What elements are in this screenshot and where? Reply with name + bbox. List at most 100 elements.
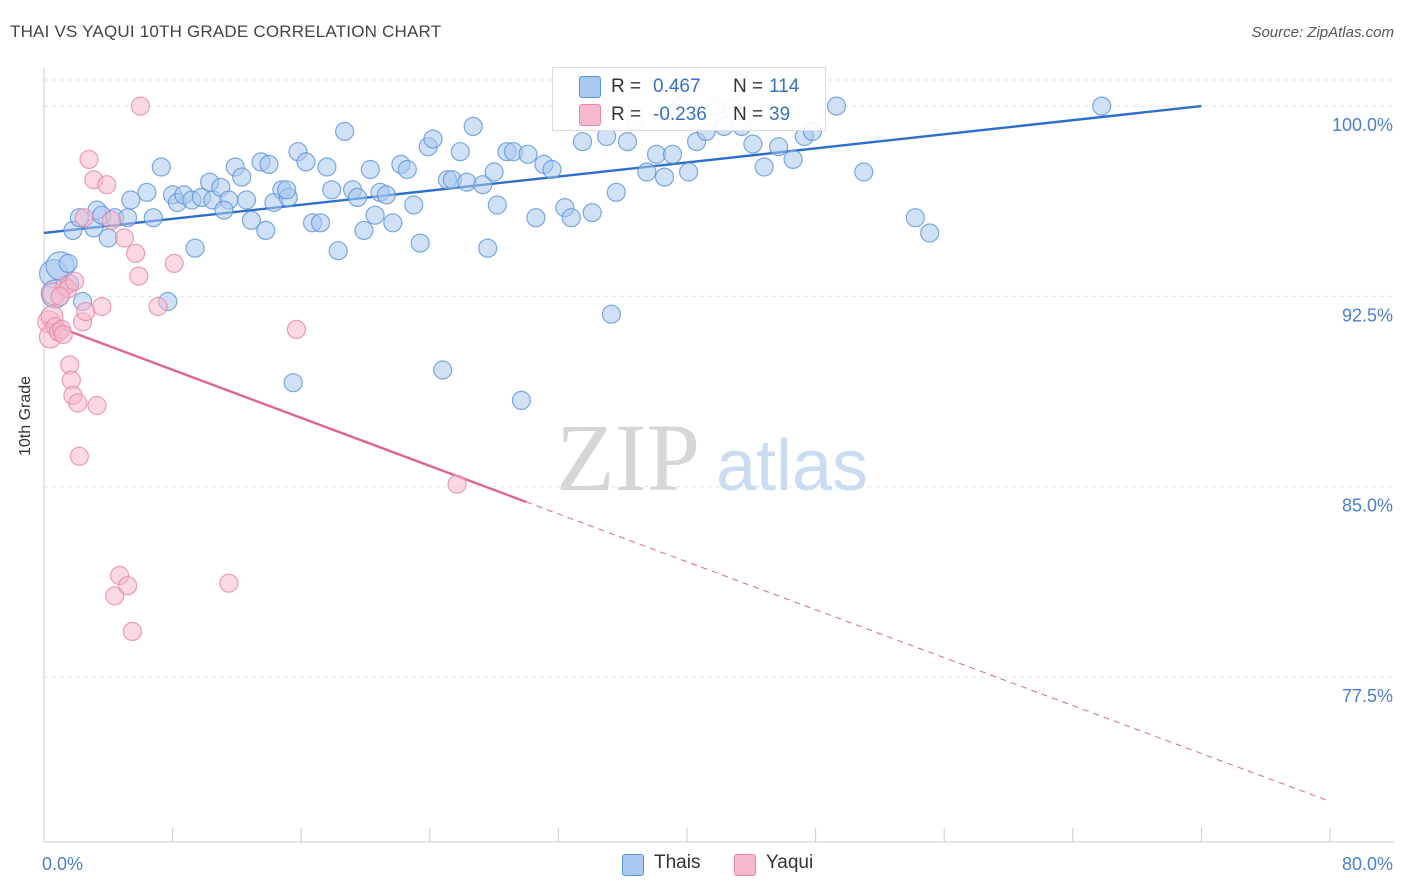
yaqui-point-20 [87,395,107,416]
yaqui-point-30 [129,266,149,286]
yaqui-point-26 [114,228,135,248]
watermark: ZIP atlas [556,404,868,511]
yaqui-point-7 [53,324,73,345]
yaqui-n-value: 39 [769,104,791,125]
thais-point-81 [572,132,593,152]
thais-point-16 [143,208,163,228]
yaqui-r-value: -0.236 [653,104,707,125]
yaqui-point-17 [76,302,96,322]
yaqui-point-38 [50,286,70,306]
thais-point-71 [487,195,507,215]
axes [43,68,1395,843]
yaqui-point-37 [74,208,94,228]
thais-point-46 [328,241,348,261]
yaqui-n-label: N = [733,104,764,125]
yaqui-point-21 [92,296,112,317]
yaqui-point-27 [117,576,138,596]
thais-point-43 [310,213,331,233]
thais-point-45 [322,180,342,200]
thais-point-87 [617,132,638,152]
thais-point-44 [317,157,337,177]
yaqui-point-22 [97,175,117,195]
thais-point-59 [410,233,430,253]
data-points [37,96,1112,642]
thais-point-14 [121,190,141,210]
y-tick-label-2: 92.5% [1342,305,1393,325]
thais-point-58 [404,195,424,215]
thais-point-80 [561,208,581,228]
x-tick-label-0: 0.0% [42,854,83,874]
yaqui-r-label: R = [611,104,642,125]
thais-point-50 [354,220,374,240]
thais-point-74 [511,390,532,410]
thais-point-47 [335,121,355,141]
thais-point-101 [743,134,763,154]
thais-point-30 [232,167,252,187]
thais-point-82 [582,203,602,223]
y-tick-label-3: 100.0% [1332,115,1393,135]
watermark-atlas: atlas [716,426,868,506]
thais-point-110 [920,223,940,243]
chart-title: THAI VS YAQUI 10TH GRADE CORRELATION CHA… [10,22,442,41]
thais-point-39 [283,373,303,393]
thais-point-113 [214,200,234,220]
thais-point-15 [137,182,157,202]
thais-point-51 [360,159,380,180]
yaqui-point-23 [101,210,122,230]
tick-labels: 77.5% 85.0% 92.5% 100.0% 0.0% 80.0% [42,115,1393,874]
yaqui-legend-label: Yaqui [766,852,814,873]
thais-point-68 [473,175,493,195]
thais-n-label: N = [733,76,764,97]
thais-point-62 [433,360,453,380]
thais-point-65 [450,142,470,162]
thais-point-52 [365,205,385,225]
thais-point-89 [637,162,657,182]
thais-point-67 [463,116,483,137]
yaqui-point-15 [69,446,90,466]
thais-point-70 [484,162,504,182]
thais-point-94 [678,162,699,182]
thais-point-108 [854,162,874,182]
thais-r-label: R = [611,76,642,97]
yaqui-legend-swatch [734,854,756,876]
thais-point-61 [423,129,443,149]
thais-point-91 [654,167,675,187]
thais-point-90 [646,144,667,164]
yaqui-point-33 [164,253,184,273]
thais-point-66 [457,172,477,192]
thais-point-92 [662,144,683,164]
thais-point-54 [376,185,396,205]
yaqui-swatch [579,104,601,126]
watermark-zip: ZIP [556,404,700,511]
thais-point-102 [754,157,774,177]
thais-point-31 [236,190,257,210]
thais-point-57 [397,159,417,180]
thais-trendline-0 [43,104,1202,235]
yaqui-point-31 [130,96,150,116]
yaqui-trendline-1 [43,320,527,504]
stats-legend: R = 0.467 N = 114 R = -0.236 N = 39 [552,67,826,131]
yaqui-point-24 [105,586,125,606]
x-tick-label-1: 80.0% [1342,854,1393,874]
thais-point-17 [151,157,171,177]
thais-point-85 [601,304,622,324]
thais-point-32 [241,210,261,230]
source-label: Source: ZipAtlas.com [1251,24,1394,41]
thais-n-value: 114 [769,76,800,97]
thais-point-111 [1092,96,1112,116]
yaqui-point-34 [219,573,239,593]
legend-row-yaqui: R = -0.236 N = 39 [553,100,825,128]
yaqui-point-35 [286,319,306,339]
thais-point-78 [542,159,562,180]
yaqui-point-18 [79,149,99,169]
yaqui-point-36 [447,474,467,494]
legend-row-thais: R = 0.467 N = 114 [553,72,825,100]
thais-point-11 [98,228,118,248]
thais-point-86 [606,182,626,202]
thais-point-23 [185,238,205,258]
yaqui-point-14 [68,393,88,413]
y-tick-label-1: 85.0% [1342,496,1393,516]
yaqui-point-29 [126,243,146,263]
thais-point-34 [256,220,276,240]
